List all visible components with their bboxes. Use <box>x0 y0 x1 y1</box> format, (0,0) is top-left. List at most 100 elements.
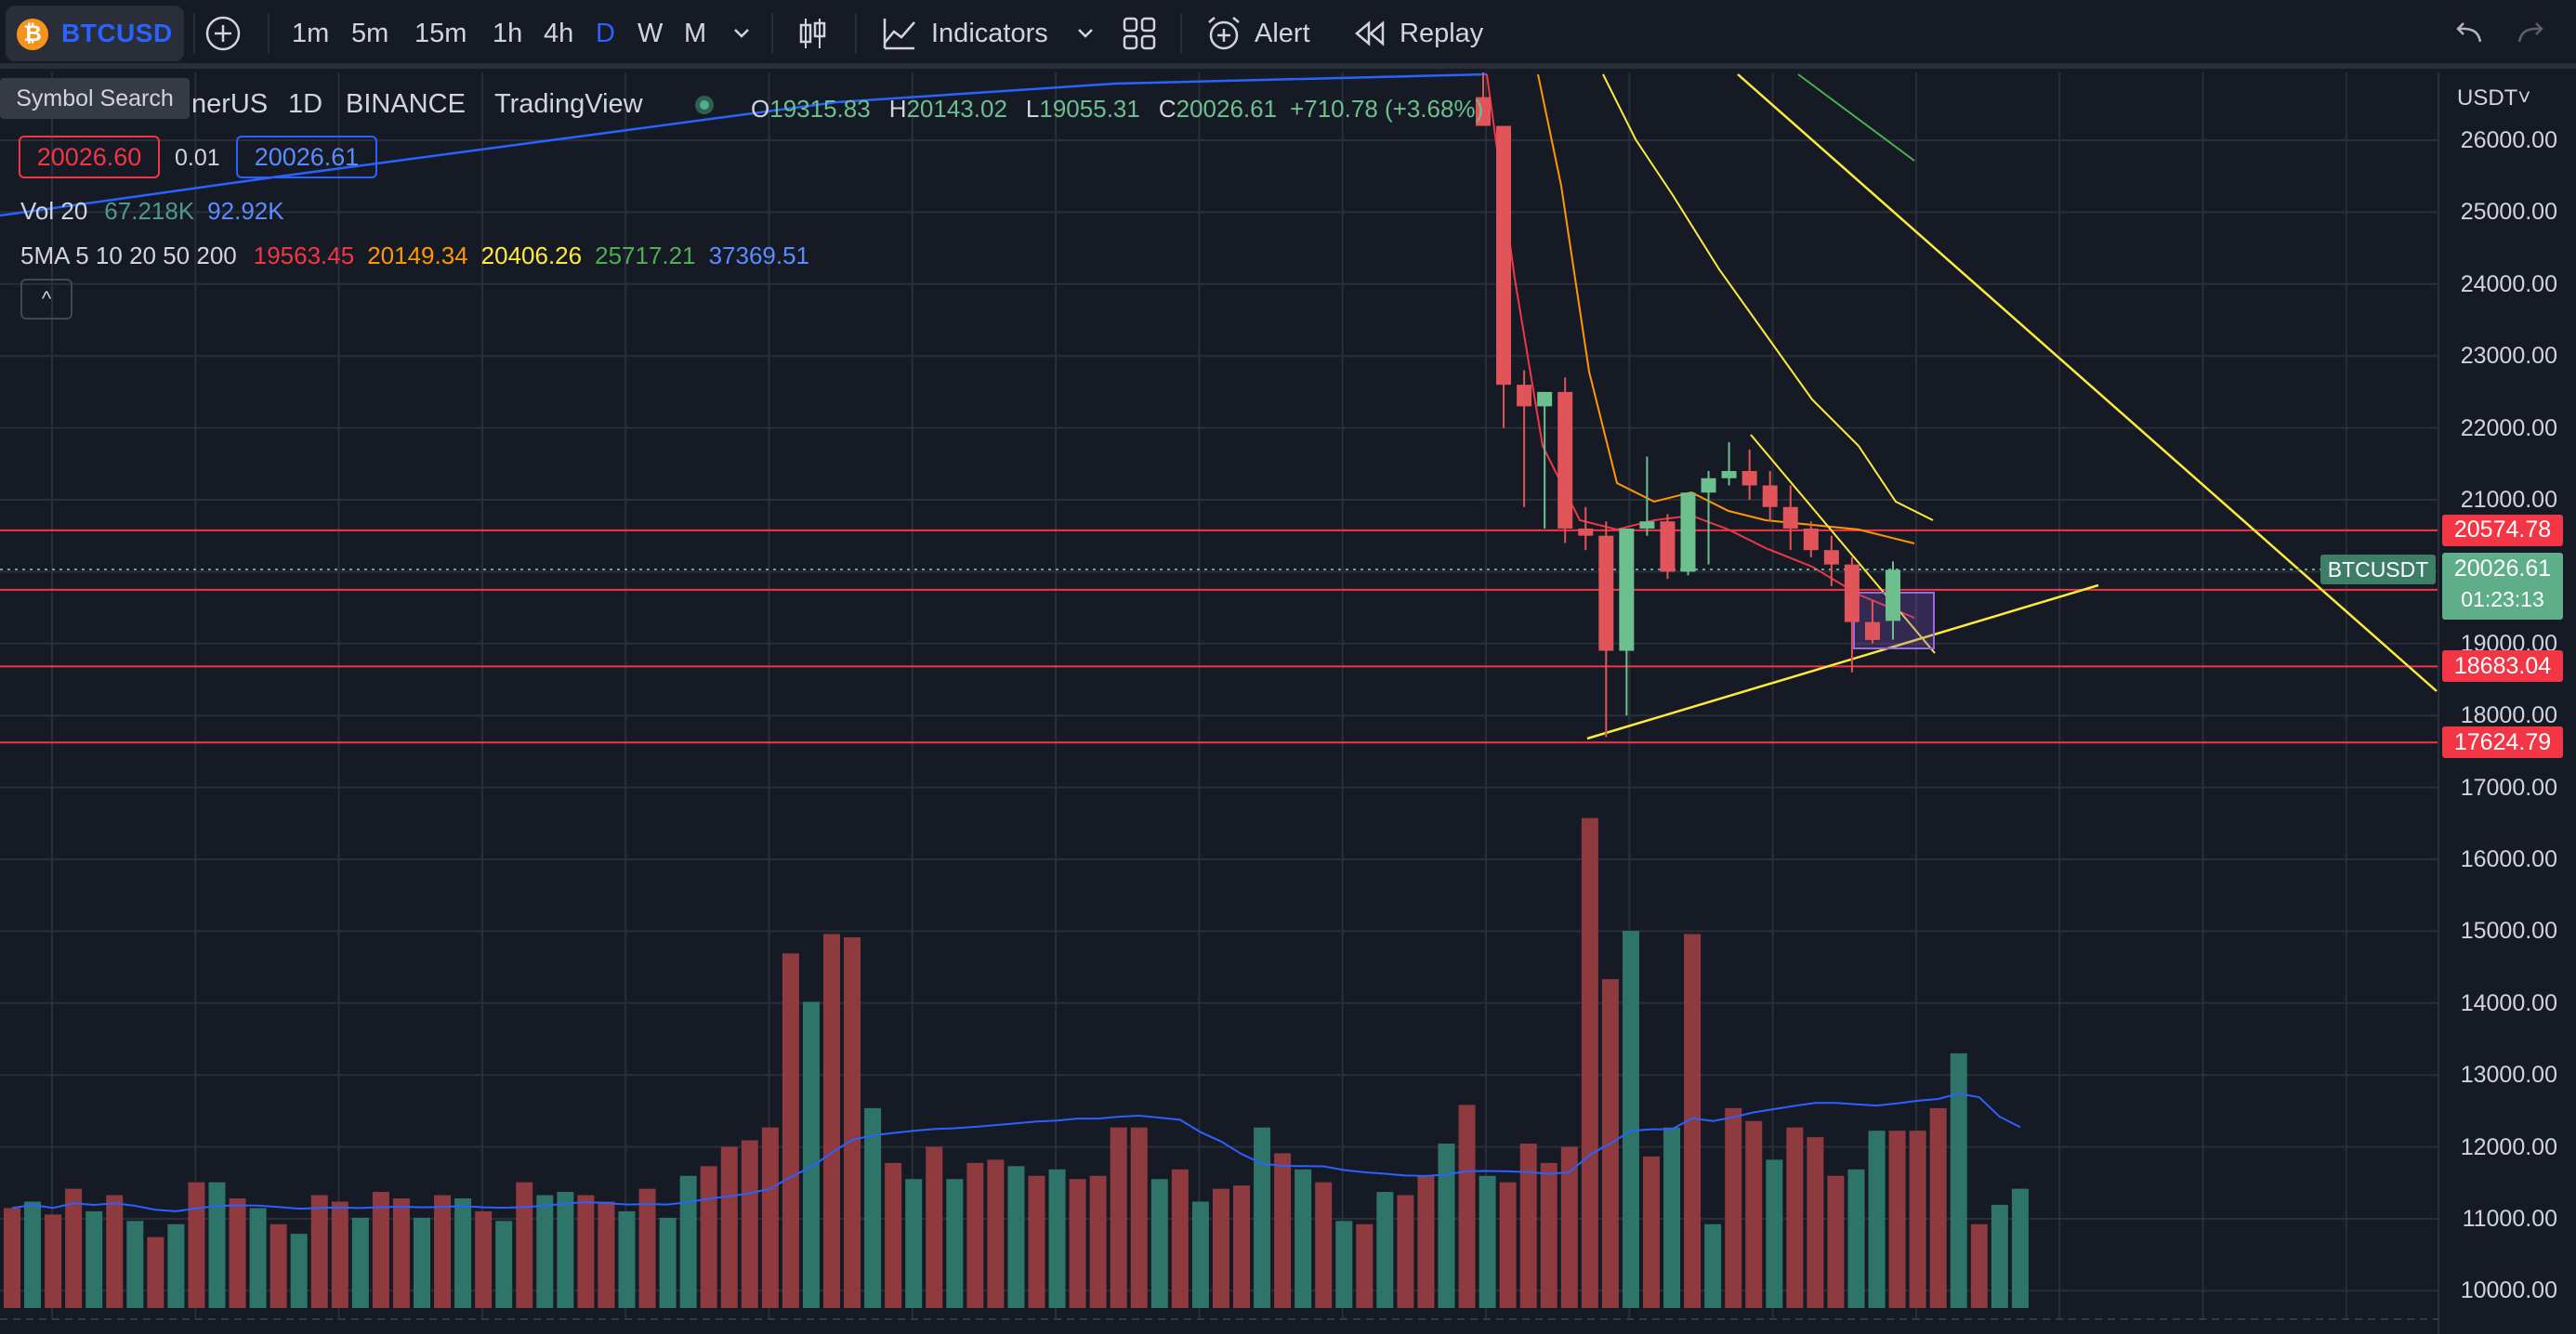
ohlc-close-value: 20026.61 <box>1176 95 1278 123</box>
undo-icon <box>2456 22 2482 43</box>
volume-bar <box>1274 1153 1292 1308</box>
volume-bar <box>557 1192 574 1308</box>
ohlc-open-key: O <box>751 95 770 123</box>
sell-price-box[interactable]: 20026.60 <box>19 136 160 178</box>
volume-bar <box>1684 934 1702 1308</box>
volume-bar <box>1847 1169 1865 1308</box>
ohlc-row: O19315.83 H20143.02 L19055.31 C20026.61 +710… <box>751 95 1483 124</box>
symbol-search-tooltip: Symbol Search <box>0 78 190 119</box>
candle-body <box>1762 485 1778 507</box>
timeframe-15m[interactable]: 15m <box>414 18 467 48</box>
volume-bar <box>1991 1204 2008 1308</box>
ma-50-value: 25717.21 <box>595 242 696 269</box>
ma-200-value: 37369.51 <box>708 242 810 269</box>
timeframe-m[interactable]: M <box>684 18 707 48</box>
layout-templates-button[interactable] <box>1121 0 1158 67</box>
ma-10-value: 20149.34 <box>367 242 468 269</box>
legend-collapse-button[interactable]: ^ <box>20 279 72 320</box>
toolbar-divider <box>771 13 773 54</box>
bitcoin-logo-icon: ₿ <box>17 19 48 50</box>
ohlc-open-value: 19315.83 <box>769 95 871 123</box>
spread-value: 0.01 <box>175 145 220 171</box>
volume-bar <box>475 1210 493 1308</box>
replay-label: Replay <box>1400 18 1484 48</box>
timeframe-1h[interactable]: 1h <box>493 18 523 48</box>
volume-bar <box>126 1221 144 1308</box>
volume-bar <box>966 1162 984 1308</box>
timeframe-4h[interactable]: 4h <box>544 18 574 48</box>
timeframe-w[interactable]: W <box>637 18 664 48</box>
replay-button[interactable]: Replay <box>1353 0 1483 67</box>
volume-bar <box>1704 1223 1722 1308</box>
market-status-dot[interactable] <box>695 96 714 114</box>
price-level-tag: 20574.78 <box>2442 514 2563 546</box>
volume-bar <box>516 1182 533 1308</box>
volume-bar <box>1827 1175 1845 1308</box>
ohlc-change: +710.78 (+3.68%) <box>1290 95 1484 123</box>
ma-5-line <box>1486 73 1915 619</box>
volume-ma-value: 92.92K <box>207 197 284 225</box>
price-axis-label: 10000.00 <box>2460 1277 2557 1304</box>
volume-bar <box>85 1210 103 1308</box>
volume-bar <box>618 1210 636 1308</box>
ohlc-close-key: C <box>1158 95 1176 123</box>
volume-bar <box>1356 1223 1373 1308</box>
volume-bar <box>761 1127 779 1308</box>
redo-button[interactable] <box>2513 0 2550 67</box>
volume-bar <box>208 1182 226 1308</box>
price-axis-label: 22000.00 <box>2460 414 2557 441</box>
ohlc-high-value: 20143.02 <box>906 95 1007 123</box>
volume-bar <box>1929 1107 1947 1308</box>
volume-bar <box>249 1208 267 1308</box>
timeframe-1m[interactable]: 1m <box>292 18 330 48</box>
volume-legend[interactable]: Vol 20 67.218K 92.92K <box>20 197 284 226</box>
volume-bar <box>1191 1201 1209 1308</box>
candle-body <box>1721 471 1737 478</box>
alert-button[interactable]: Alert <box>1204 0 1310 67</box>
bar-countdown: 01:23:13 <box>2461 587 2544 611</box>
timeframe-dropdown-button[interactable] <box>730 0 753 67</box>
volume-bar <box>844 936 861 1308</box>
chart-type-button[interactable] <box>795 0 829 67</box>
volume-bar <box>1417 1175 1435 1308</box>
indicators-dropdown-button[interactable] <box>1074 0 1097 67</box>
legend-symbol[interactable]: nerUS <box>191 89 269 119</box>
volume-bar <box>2011 1188 2029 1308</box>
undo-button[interactable] <box>2450 0 2487 67</box>
volume-bar <box>269 1223 287 1308</box>
ma-legend[interactable]: 5MA 5 10 20 50 200 19563.45 20149.34 20406.… <box>20 242 809 270</box>
redo-icon <box>2517 22 2543 43</box>
price-axis-label: 16000.00 <box>2460 846 2557 872</box>
volume-label: Vol 20 <box>20 197 88 225</box>
volume-bar <box>1909 1131 1926 1308</box>
buy-price-box[interactable]: 20026.61 <box>236 136 377 178</box>
candle-body <box>1517 385 1532 407</box>
timeframe-d[interactable]: D <box>596 18 615 48</box>
axis-currency-selector[interactable]: USDT˅ <box>2457 85 2531 111</box>
legend-exchange: BINANCE <box>346 89 466 119</box>
volume-bar <box>1622 931 1639 1308</box>
candle-body <box>1476 97 1491 126</box>
volume-bar <box>290 1234 308 1308</box>
volume-bar <box>1950 1053 1967 1308</box>
volume-bar <box>65 1188 83 1308</box>
volume-ma-line <box>11 1092 2021 1212</box>
volume-bar <box>495 1221 513 1308</box>
volume-bar <box>782 953 799 1308</box>
last-price-symbol-tag: BTCUSDT <box>2320 555 2436 584</box>
chevron-down-icon <box>734 29 749 38</box>
symbol-name[interactable]: BTCUSD <box>61 19 173 47</box>
volume-bar <box>1233 1185 1250 1308</box>
volume-bar <box>926 1146 943 1308</box>
volume-bar <box>905 1179 923 1308</box>
add-symbol-button[interactable] <box>203 0 243 67</box>
volume-bar <box>106 1195 124 1308</box>
toolbar-divider <box>855 13 857 54</box>
volume-bar <box>1048 1169 1066 1308</box>
timeframe-5m[interactable]: 5m <box>351 18 389 48</box>
indicators-button[interactable]: Indicators <box>881 0 1048 67</box>
price-axis-label: 14000.00 <box>2460 989 2557 1016</box>
top-toolbar: ₿ BTCUSD 1m 5m 15m 1h 4h D W M <box>0 0 2576 69</box>
price-axis-label: 12000.00 <box>2460 1133 2557 1160</box>
